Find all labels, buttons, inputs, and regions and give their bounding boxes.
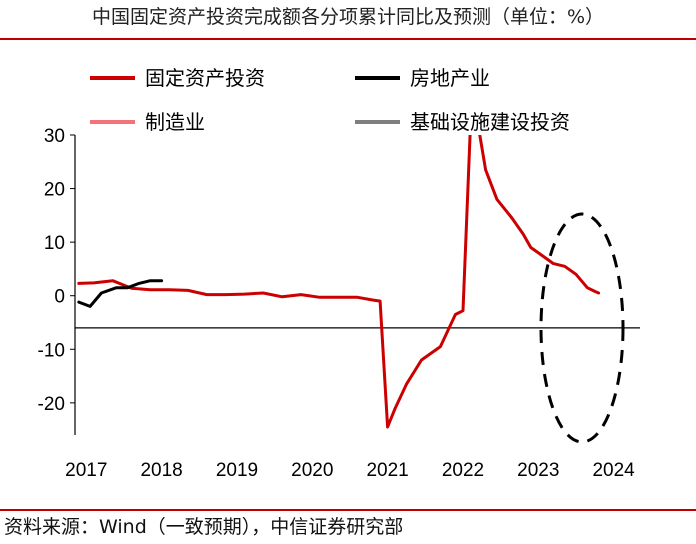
forecast-highlight-ellipse (539, 212, 625, 444)
y-tick-label: 0 (54, 287, 65, 308)
x-axis: 2017 2018 2019 2020 2021 2022 2023 2024 (65, 327, 640, 481)
chart-title: 中国固定资产投资完成额各分项累计同比及预测（单位：%） (91, 6, 605, 28)
y-tick-label: 20 (44, 180, 65, 201)
bottom-divider (0, 509, 696, 511)
y-tick-label: -20 (38, 394, 65, 415)
y-axis: 30 20 10 0 -10 -20 (38, 126, 76, 435)
source-note: 资料来源：Wind（一致预期），中信证券研究部 (4, 516, 404, 538)
x-tick-label: 2020 (291, 460, 333, 481)
x-tick-label: 2023 (517, 460, 559, 481)
legend-label: 固定资产投资 (145, 66, 265, 90)
annotation-layer (539, 212, 625, 444)
legend-label: 制造业 (145, 110, 205, 134)
series-2-line (77, 279, 164, 308)
series-layer (77, 135, 601, 429)
y-tick-label: 30 (44, 126, 65, 147)
series-1-line (77, 135, 601, 429)
x-tick-label: 2017 (65, 460, 107, 481)
x-tick-label: 2021 (366, 460, 408, 481)
x-tick-label: 2019 (216, 460, 258, 481)
x-tick-label: 2018 (140, 460, 182, 481)
y-tick-label: 10 (44, 233, 65, 254)
legend-label: 房地产业 (410, 66, 490, 90)
top-divider (0, 38, 696, 40)
legend-label: 基础设施建设投资 (410, 110, 570, 134)
x-tick-label: 2022 (442, 460, 484, 481)
x-tick-label: 2024 (592, 460, 635, 481)
y-tick-label: -10 (38, 340, 65, 361)
